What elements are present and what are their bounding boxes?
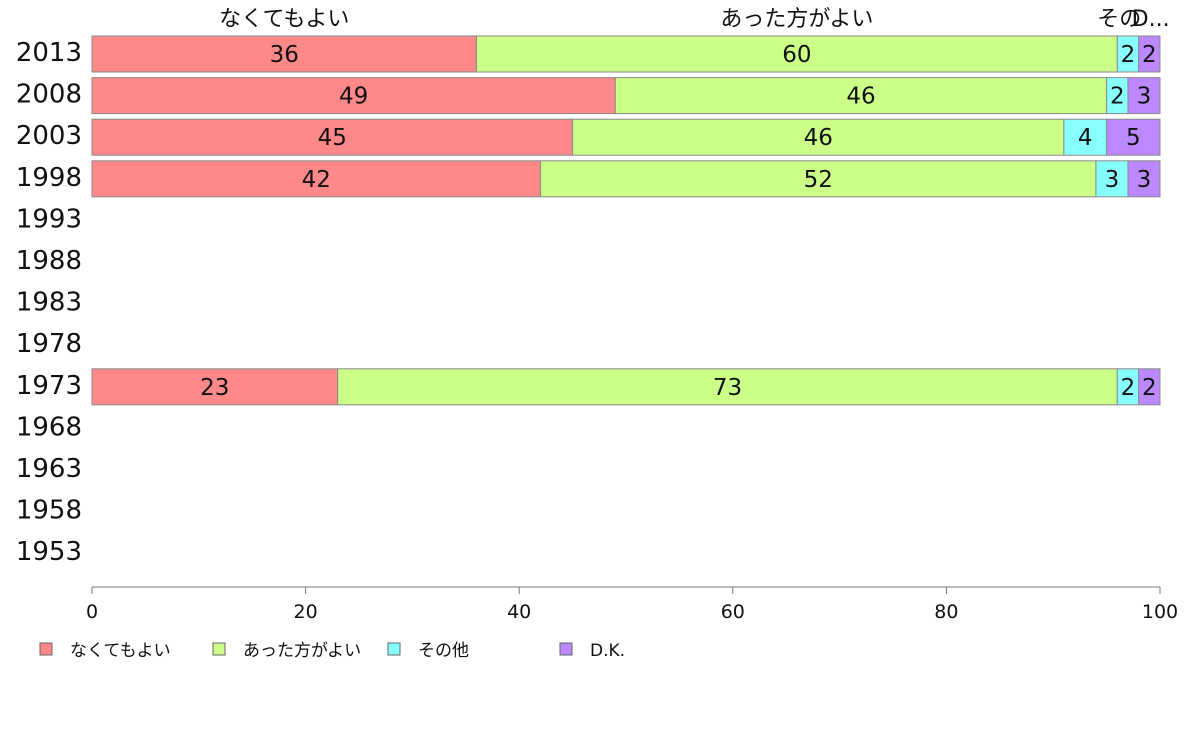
category-header: あった方がよい <box>720 7 873 32</box>
data-label: 42 <box>302 167 331 193</box>
y-tick-label: 1953 <box>16 537 82 567</box>
y-tick-label: 2008 <box>16 80 82 110</box>
x-tick-label: 40 <box>507 601 531 623</box>
bar-segment <box>337 368 1118 406</box>
data-label: 2 <box>1142 375 1157 401</box>
bar-segment <box>1138 368 1161 406</box>
data-label: 46 <box>846 84 875 110</box>
x-tick-label: 20 <box>294 601 318 623</box>
y-tick-label: 1963 <box>16 454 82 484</box>
data-label: 60 <box>782 42 811 68</box>
bar-segment <box>614 77 1108 115</box>
y-tick-label: 1968 <box>16 412 82 442</box>
category-header: その <box>1097 7 1141 32</box>
data-label: 3 <box>1105 167 1120 193</box>
data-label: 49 <box>339 84 368 110</box>
legend-swatch <box>387 642 401 656</box>
data-label: 3 <box>1137 167 1152 193</box>
data-label: 23 <box>200 375 229 401</box>
data-label: 46 <box>804 125 833 151</box>
y-tick-label: 2003 <box>16 121 82 151</box>
data-label: 2 <box>1142 42 1157 68</box>
data-label: 3 <box>1137 84 1152 110</box>
x-tick-label: 80 <box>934 601 958 623</box>
y-tick-label: 1988 <box>16 246 82 276</box>
data-label: 45 <box>318 125 347 151</box>
y-tick-label: 1978 <box>16 329 82 359</box>
data-label: 73 <box>713 375 742 401</box>
y-tick-label: 1993 <box>16 204 82 234</box>
category-header: なくてもよい <box>219 7 349 32</box>
bar-segment <box>91 35 477 73</box>
legend-label: なくてもよい <box>70 641 171 661</box>
y-tick-label: 2013 <box>16 38 82 68</box>
x-tick-label: 0 <box>86 601 98 623</box>
bar-segment <box>572 118 1065 156</box>
data-label: 2 <box>1110 84 1125 110</box>
bar-segment <box>540 160 1097 198</box>
y-tick-label: 1983 <box>16 288 82 318</box>
bar-segment <box>1127 77 1161 115</box>
legend-label: D.K. <box>590 641 625 661</box>
bar-segment <box>91 118 574 156</box>
bar-segment <box>475 35 1118 73</box>
bar-segment <box>1138 35 1161 73</box>
data-label: 5 <box>1126 125 1141 151</box>
data-label: 2 <box>1121 375 1136 401</box>
bar-segment <box>1106 118 1161 156</box>
legend-swatch <box>39 642 53 656</box>
x-tick-label: 100 <box>1142 601 1178 623</box>
bar-segment <box>1063 118 1108 156</box>
data-label: 2 <box>1121 42 1136 68</box>
data-label: 36 <box>270 42 299 68</box>
legend-label: その他 <box>418 641 469 661</box>
bar-segment <box>91 160 542 198</box>
category-header: D... <box>1132 7 1170 32</box>
x-tick-label: 60 <box>721 601 745 623</box>
bar-segment <box>91 368 339 406</box>
legend-swatch <box>559 642 573 656</box>
legend-swatch <box>212 642 226 656</box>
data-label: 52 <box>804 167 833 193</box>
y-tick-label: 1958 <box>16 496 82 526</box>
y-tick-label: 1998 <box>16 163 82 193</box>
data-label: 4 <box>1078 125 1093 151</box>
legend-label: あった方がよい <box>243 641 361 661</box>
y-tick-label: 1973 <box>16 371 82 401</box>
bar-segment <box>1127 160 1161 198</box>
